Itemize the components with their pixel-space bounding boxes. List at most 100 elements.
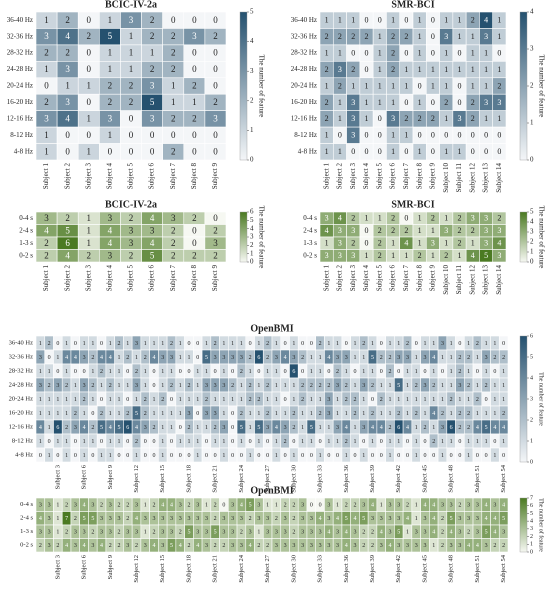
cell-label: 3: [325, 251, 329, 260]
cell-label: 3: [108, 213, 113, 223]
colorbar-tick-label: 6: [250, 208, 254, 216]
panel-title: OpenBMI: [250, 485, 293, 496]
cell-label: 2: [65, 503, 68, 509]
cell-label: 3: [196, 516, 199, 522]
cell-label: 1: [423, 397, 426, 403]
y-tick-label: 20-24 Hz: [291, 82, 317, 90]
y-tick-label: 16-20 Hz: [7, 98, 33, 106]
cell-label: 3: [444, 226, 448, 235]
colorbar-tick-label: 0: [530, 459, 533, 465]
cell-label: 3: [338, 65, 342, 74]
cell-label: 3: [467, 503, 470, 509]
cell-label: 3: [275, 355, 278, 361]
cell-label: 3: [205, 530, 208, 536]
cell-label: 2: [497, 214, 501, 223]
cell-label: 4: [345, 530, 348, 536]
cell-label: 4: [109, 355, 112, 361]
cell-label: 1: [485, 439, 488, 445]
colorbar-tick-label: 1: [530, 542, 533, 548]
cell-label: 3: [423, 530, 426, 536]
cell-label: 1: [108, 15, 113, 25]
cell-label: 3: [493, 503, 496, 509]
cell-label: 0: [213, 15, 218, 25]
cell-label: 1: [275, 503, 278, 509]
cell-label: 2: [126, 411, 129, 417]
cell-label: 3: [74, 543, 77, 549]
cell-label: 0: [378, 16, 382, 25]
cell-label: 2: [222, 543, 225, 549]
heatmap-cell: [498, 447, 509, 463]
cell-label: 1: [458, 397, 461, 403]
cell-label: 1: [484, 65, 488, 74]
cell-label: 2: [118, 341, 121, 347]
cell-label: 1: [404, 81, 408, 90]
cell-label: 4: [325, 226, 329, 235]
cell-label: 1: [415, 355, 418, 361]
cell-label: 1: [192, 97, 197, 107]
cell-label: 1: [476, 411, 479, 417]
cell-label: 1: [187, 397, 190, 403]
cell-label: 0: [153, 439, 156, 445]
cell-label: 3: [338, 251, 342, 260]
cell-label: 0: [310, 503, 313, 509]
cell-label: 1: [275, 341, 278, 347]
cell-label: 2: [214, 341, 217, 347]
cell-label: 1: [65, 81, 70, 91]
cell-label: 1: [48, 453, 51, 459]
cell-label: 0: [471, 147, 475, 156]
heatmap-cell: [204, 249, 227, 263]
cell-label: 1: [222, 341, 225, 347]
cell-label: 1: [44, 130, 49, 140]
cell-label: 1: [354, 425, 357, 431]
cell-label: 2: [391, 65, 395, 74]
cell-label: 2: [325, 98, 329, 107]
cell-label: 2: [310, 383, 313, 389]
x-tick-label: Subject 9: [429, 163, 437, 190]
cell-label: 1: [336, 503, 339, 509]
cell-label: 2: [192, 213, 197, 223]
cell-label: 3: [48, 530, 51, 536]
cell-label: 1: [418, 32, 422, 41]
cell-label: 3: [284, 516, 287, 522]
x-tick-label: Subject 14: [495, 265, 503, 295]
cell-label: 2: [240, 530, 243, 536]
cell-label: 1: [222, 439, 225, 445]
cell-label: 0: [214, 369, 217, 375]
cell-label: 3: [129, 225, 134, 235]
cell-label: 3: [497, 251, 501, 260]
cell-label: 3: [129, 238, 134, 248]
cell-label: 3: [406, 543, 409, 549]
cell-label: 1: [336, 397, 339, 403]
cell-label: 2: [354, 503, 357, 509]
cell-label: 1: [196, 425, 199, 431]
x-tick-label: Subject 6: [148, 265, 156, 292]
cell-label: 0: [126, 397, 129, 403]
cell-label: 3: [351, 114, 355, 123]
cell-label: 2: [471, 226, 475, 235]
cell-label: 1: [284, 383, 287, 389]
colorbar-tick-label: 5: [530, 511, 533, 517]
cell-label: 2: [284, 439, 287, 445]
cell-label: 3: [196, 530, 199, 536]
cell-label: 1: [205, 341, 208, 347]
cell-label: 3: [371, 516, 374, 522]
cell-label: 2: [87, 31, 92, 41]
cell-label: 5: [135, 411, 138, 417]
cell-label: 1: [450, 355, 453, 361]
cell-label: 0: [380, 439, 383, 445]
cell-label: 3: [336, 530, 339, 536]
cell-label: 1: [432, 369, 435, 375]
cell-label: 1: [458, 65, 462, 74]
cell-label: 1: [502, 369, 505, 375]
cell-label: 2: [257, 397, 260, 403]
cell-label: 1: [441, 439, 444, 445]
cell-label: 1: [371, 341, 374, 347]
cell-label: 2: [476, 397, 479, 403]
cell-label: 0: [284, 397, 287, 403]
cell-label: 1: [171, 81, 176, 91]
cell-label: 0: [213, 48, 218, 58]
cell-label: 0: [432, 453, 435, 459]
cell-label: 3: [484, 226, 488, 235]
cell-label: 1: [345, 369, 348, 375]
x-tick-label: Subject 9: [107, 555, 114, 579]
